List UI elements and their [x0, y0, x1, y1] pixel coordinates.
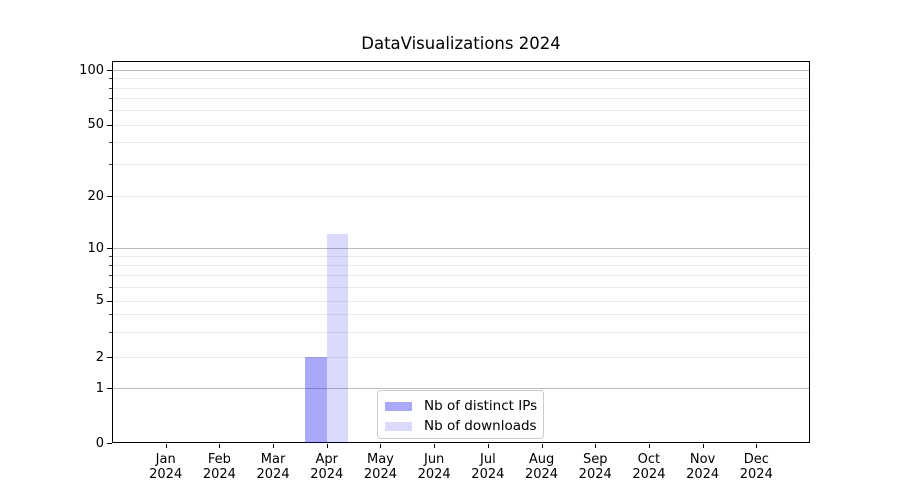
- minor-gridline-50: [113, 124, 809, 126]
- legend-swatch: [385, 401, 412, 411]
- y-tick-2: [107, 357, 112, 358]
- major-gridline-100: [113, 70, 809, 71]
- y-tick-1: [107, 388, 112, 390]
- x-tick-label-feb-2024: Feb 2024: [202, 452, 236, 482]
- x-tick-sep-2024: [595, 444, 597, 448]
- minor-gridline-60: [113, 110, 809, 112]
- x-tick-apr-2024: [326, 444, 328, 448]
- minor-gridline-40: [113, 141, 809, 143]
- x-tick-label-apr-2024: Apr 2024: [310, 452, 344, 482]
- x-tick-may-2024: [380, 444, 382, 448]
- chart-title: DataVisualizations 2024: [361, 34, 561, 53]
- minor-gridline-70: [113, 98, 809, 100]
- x-tick-dec-2024: [756, 444, 758, 448]
- minor-gridline-30: [113, 164, 809, 166]
- x-tick-jan-2024: [165, 444, 167, 448]
- legend: Nb of distinct IPs Nb of downloads: [377, 390, 544, 439]
- x-tick-jul-2024: [487, 444, 489, 448]
- legend-item-label: Nb of downloads: [424, 418, 537, 434]
- y-tick-label-2: 2: [95, 349, 104, 365]
- minor-gridline-9: [113, 255, 809, 257]
- y-tick-label-10: 10: [87, 240, 104, 256]
- y-tick-20: [107, 196, 112, 197]
- minor-gridline-80: [113, 87, 809, 89]
- y-minor-tick-4: [109, 314, 112, 316]
- x-tick-oct-2024: [648, 444, 650, 448]
- y-minor-tick-40: [109, 141, 112, 143]
- x-tick-label-jul-2024: Jul 2024: [471, 452, 505, 482]
- minor-gridline-5: [113, 300, 809, 302]
- x-tick-nov-2024: [702, 444, 704, 448]
- y-tick-label-5: 5: [95, 293, 104, 308]
- minor-gridline-7: [113, 275, 809, 276]
- bar-nb-of-downloads: [326, 234, 349, 443]
- minor-gridline-90: [113, 78, 809, 80]
- x-tick-aug-2024: [541, 444, 543, 448]
- y-tick-label-50: 50: [87, 117, 104, 132]
- y-minor-tick-6: [109, 286, 112, 288]
- legend-item: Nb of downloads: [385, 416, 537, 436]
- x-tick-label-jun-2024: Jun 2024: [417, 452, 451, 482]
- x-tick-mar-2024: [273, 444, 275, 448]
- minor-gridline-2: [113, 357, 809, 358]
- x-tick-label-aug-2024: Aug 2024: [524, 452, 559, 482]
- minor-gridline-3: [113, 331, 809, 333]
- y-minor-tick-3: [109, 331, 112, 333]
- minor-gridline-6: [113, 286, 809, 288]
- x-tick-label-dec-2024: Dec 2024: [739, 452, 773, 482]
- y-minor-tick-9: [109, 255, 112, 257]
- y-tick-100: [107, 70, 112, 71]
- minor-gridline-4: [113, 314, 809, 316]
- legend-swatch: [385, 421, 412, 431]
- bar-nb-of-distinct-ips: [305, 357, 327, 443]
- major-gridline-1: [113, 388, 809, 390]
- x-tick-feb-2024: [219, 444, 221, 448]
- y-minor-tick-60: [109, 110, 112, 112]
- y-tick-10: [107, 248, 112, 249]
- legend-item-label: Nb of distinct IPs: [424, 398, 538, 414]
- y-tick-50: [107, 124, 112, 126]
- x-tick-label-sep-2024: Sep 2024: [578, 452, 612, 482]
- legend-item: Nb of distinct IPs: [385, 396, 538, 416]
- minor-gridline-20: [113, 196, 809, 197]
- x-tick-label-mar-2024: Mar 2024: [256, 452, 290, 482]
- y-minor-tick-70: [109, 98, 112, 100]
- y-minor-tick-30: [109, 164, 112, 166]
- x-tick-label-nov-2024: Nov 2024: [686, 452, 720, 482]
- y-tick-5: [107, 300, 112, 302]
- y-tick-label-0: 0: [95, 435, 104, 451]
- y-minor-tick-8: [109, 264, 112, 266]
- y-tick-label-20: 20: [87, 188, 104, 204]
- major-gridline-10: [113, 248, 809, 249]
- y-minor-tick-90: [109, 78, 112, 80]
- y-tick-label-1: 1: [95, 380, 104, 396]
- x-tick-label-may-2024: May 2024: [363, 452, 397, 482]
- x-tick-label-jan-2024: Jan 2024: [149, 452, 183, 482]
- y-minor-tick-7: [109, 275, 112, 276]
- y-tick-0: [107, 443, 112, 444]
- y-minor-tick-80: [109, 87, 112, 89]
- y-tick-label-100: 100: [79, 62, 104, 78]
- minor-gridline-8: [113, 264, 809, 266]
- x-tick-label-oct-2024: Oct 2024: [632, 452, 666, 482]
- x-tick-jun-2024: [434, 444, 436, 448]
- plot-area: [112, 61, 810, 443]
